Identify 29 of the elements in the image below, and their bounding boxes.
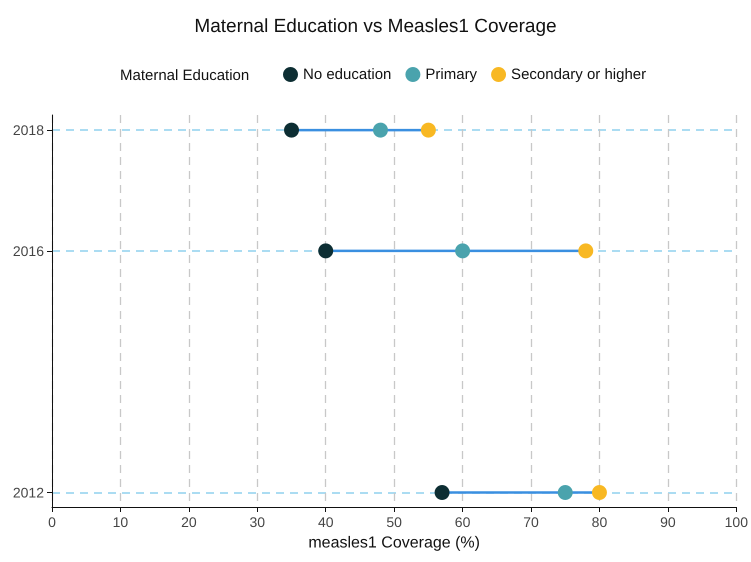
legend-label: No education: [303, 66, 392, 83]
point: [318, 243, 334, 258]
legend-label: Secondary or higher: [511, 66, 646, 83]
y-tick-label: 2018: [12, 122, 44, 138]
x-tick-label: 90: [660, 514, 676, 530]
x-tick-label: 80: [592, 514, 608, 530]
x-tick-label: 50: [386, 514, 402, 530]
chart-title: Maternal Education vs Measles1 Coverage: [194, 16, 557, 37]
legend-label: Primary: [425, 66, 478, 83]
x-tick-label: 40: [318, 514, 334, 530]
point: [434, 485, 450, 500]
point: [558, 485, 573, 500]
legend-title: Maternal Education: [120, 67, 250, 84]
x-tick-label: 20: [181, 514, 197, 530]
x-tick-label: 60: [454, 514, 471, 530]
x-tick-label: 30: [250, 514, 266, 530]
x-tick-label: 0: [48, 514, 56, 530]
x-tick-label: 100: [724, 514, 748, 530]
point: [455, 243, 470, 258]
x-axis-title: measles1 Coverage (%): [308, 534, 480, 552]
point: [578, 243, 594, 258]
point: [284, 122, 300, 138]
y-tick-label: 2012: [12, 484, 44, 501]
point: [372, 122, 388, 138]
point: [420, 122, 436, 138]
point: [592, 485, 607, 500]
y-tick-label: 2016: [12, 242, 44, 259]
x-tick-label: 10: [112, 514, 128, 530]
x-tick-label: 70: [523, 514, 540, 530]
